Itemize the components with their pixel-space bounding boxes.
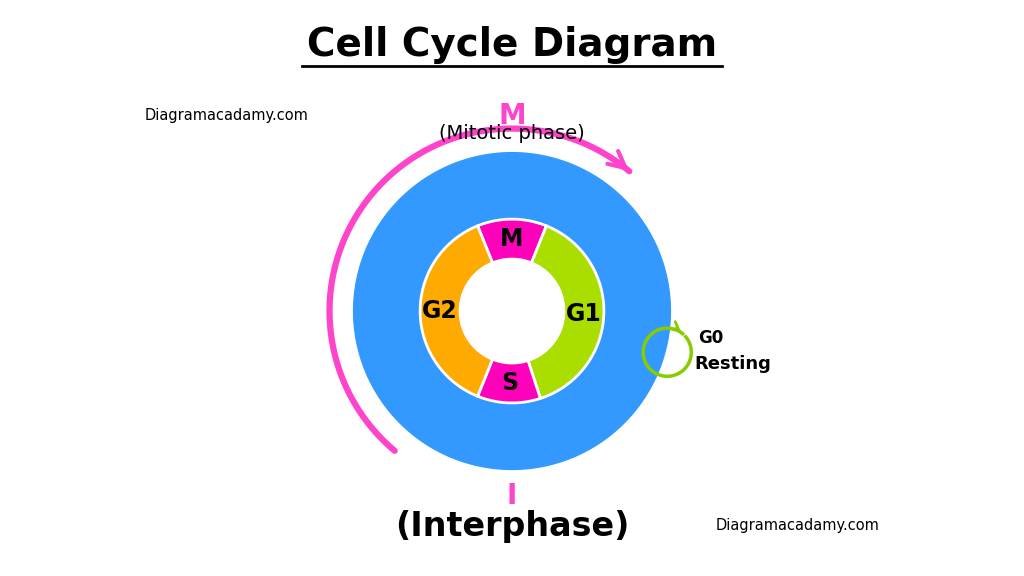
Text: M: M — [501, 227, 523, 251]
Text: G1: G1 — [566, 302, 602, 325]
Polygon shape — [528, 226, 604, 399]
Text: Resting: Resting — [694, 355, 771, 373]
Text: (Interphase): (Interphase) — [395, 510, 629, 543]
Circle shape — [460, 259, 564, 363]
Text: M: M — [499, 102, 525, 130]
Polygon shape — [477, 359, 541, 403]
Text: Diagramacadamy.com: Diagramacadamy.com — [716, 518, 880, 533]
Polygon shape — [420, 226, 493, 396]
Text: Cell Cycle Diagram: Cell Cycle Diagram — [307, 26, 717, 64]
Text: I: I — [507, 482, 517, 510]
Text: S: S — [501, 371, 518, 395]
Text: G0: G0 — [697, 329, 723, 347]
Polygon shape — [477, 219, 547, 263]
Text: (Mitotic phase): (Mitotic phase) — [439, 124, 585, 143]
Text: G2: G2 — [422, 299, 458, 323]
Text: Diagramacadamy.com: Diagramacadamy.com — [144, 108, 308, 123]
